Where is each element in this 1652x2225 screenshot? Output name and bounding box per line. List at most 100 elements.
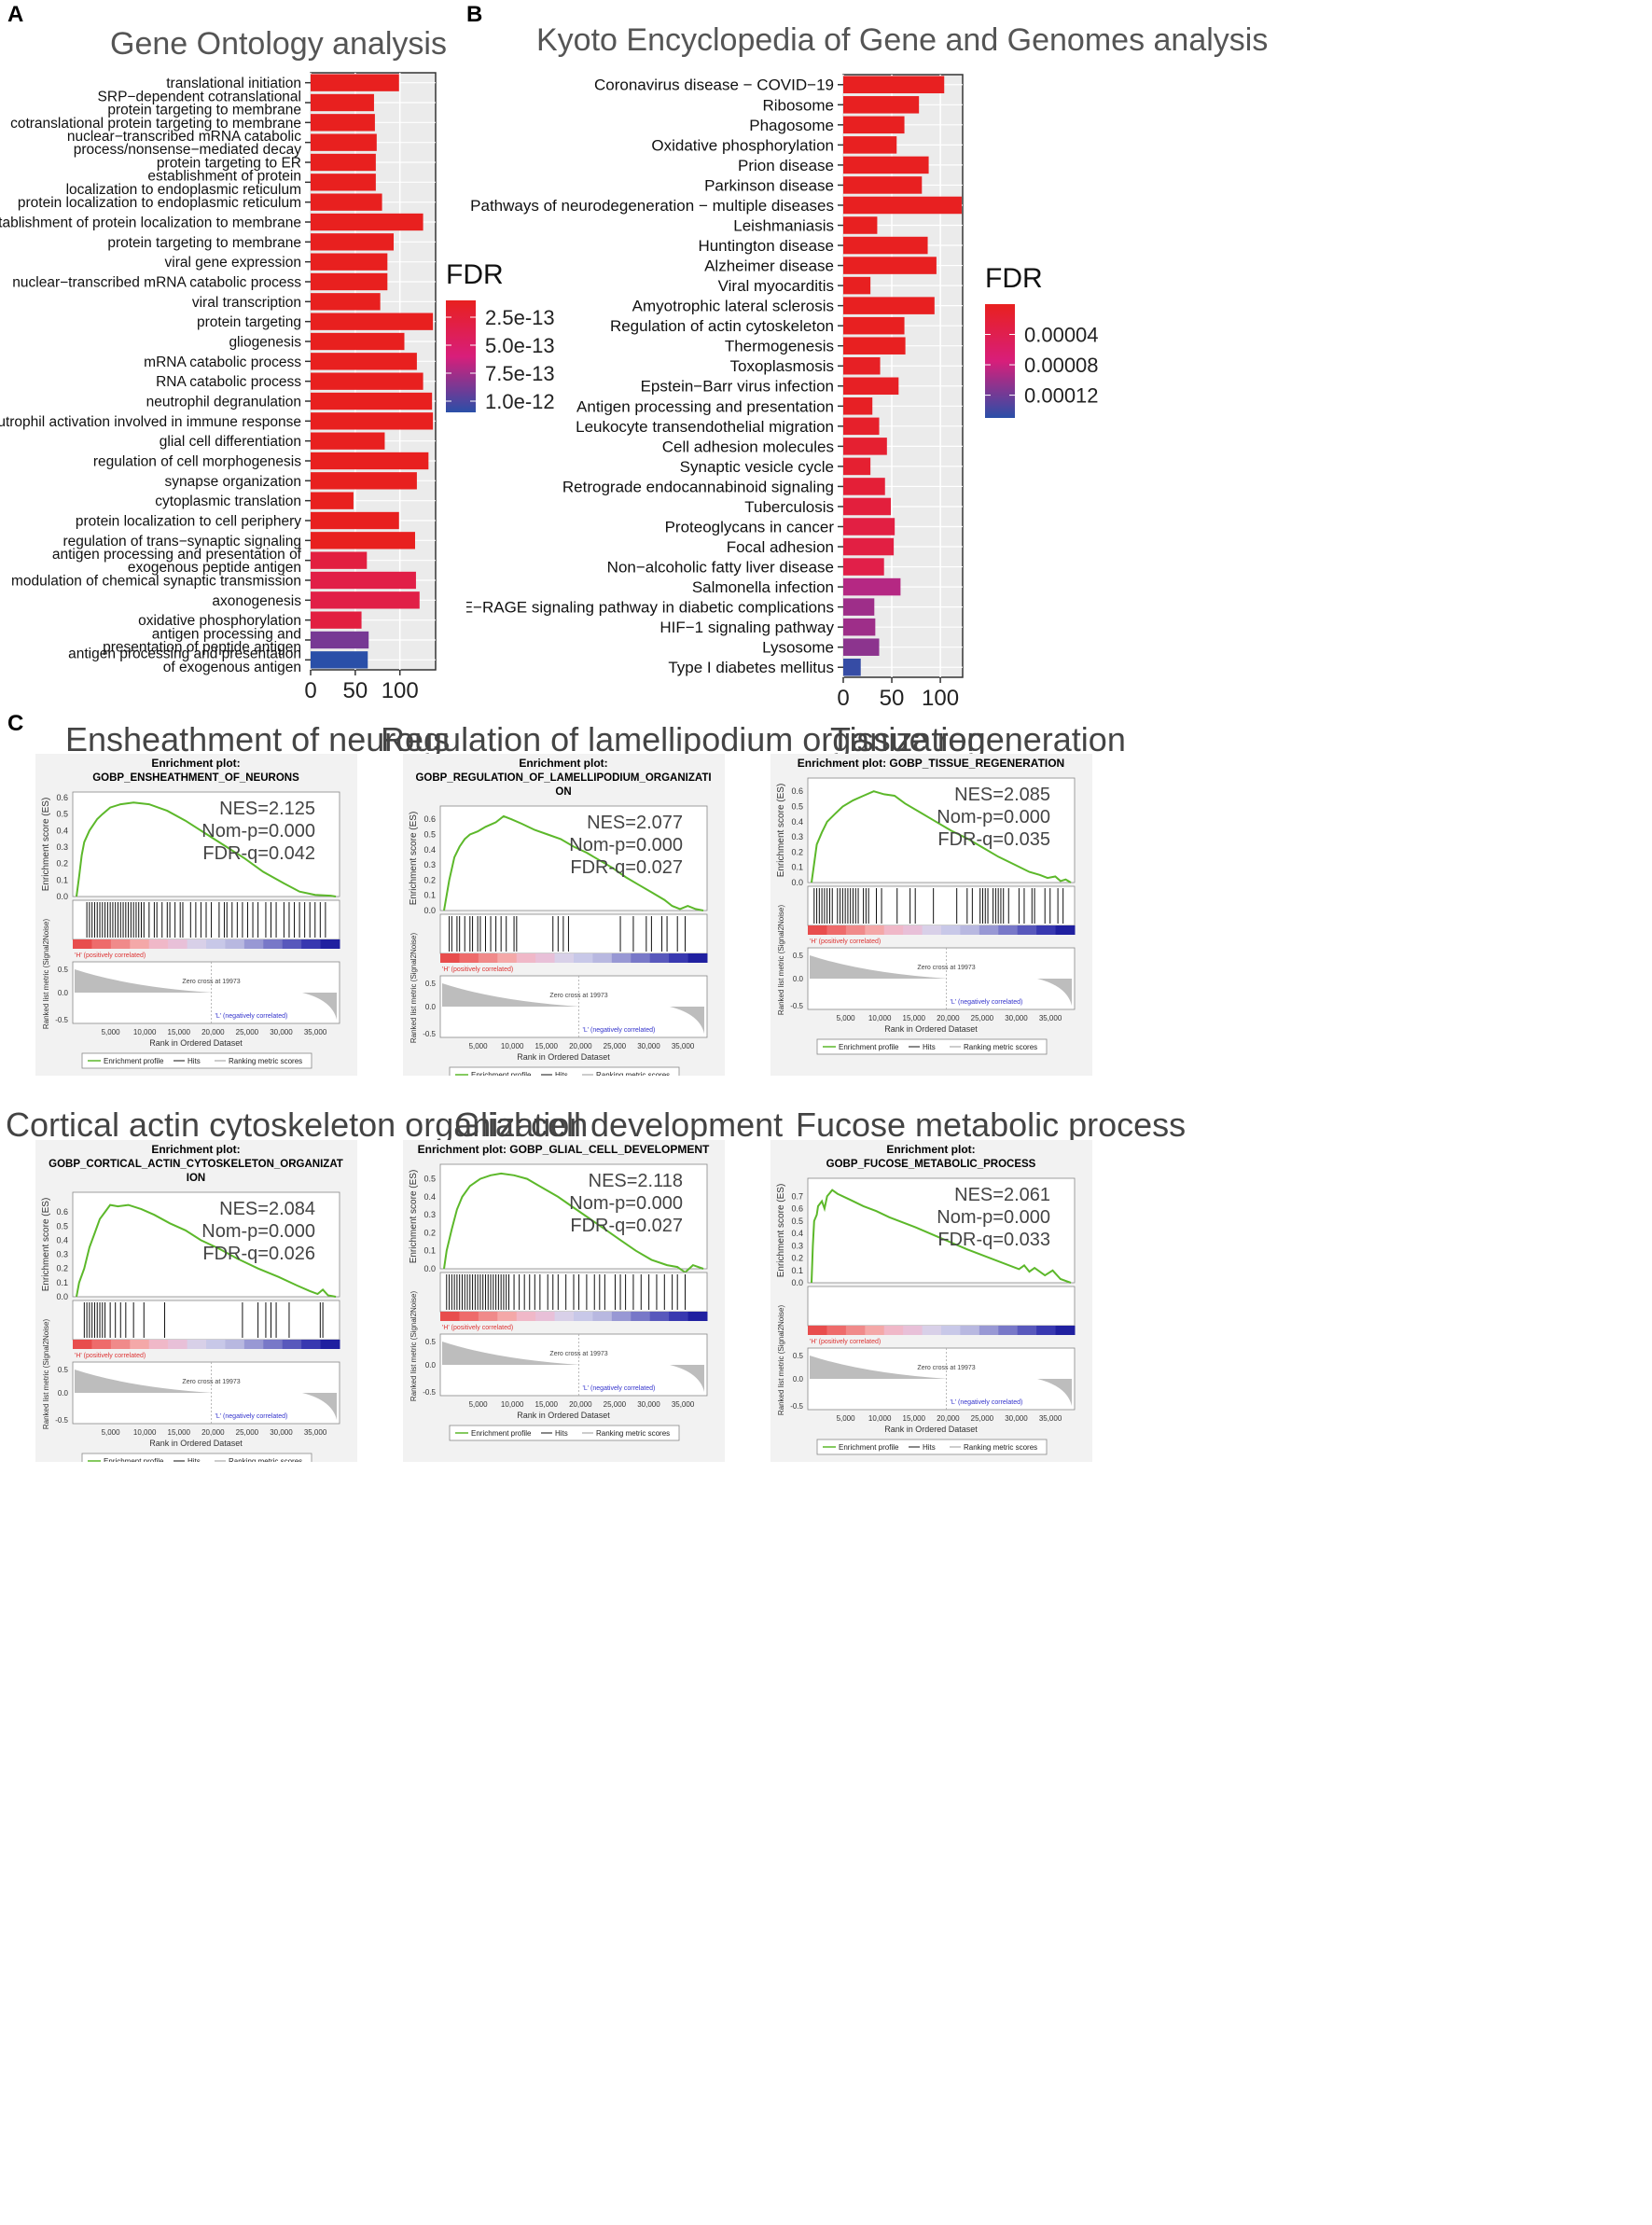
y-tick-label: synapse organization [165,474,302,490]
metric-color-band [960,1326,980,1335]
positive-label: 'H' (positively correlated) [75,1353,146,1359]
y-tick-label: axonogenesis [212,593,301,609]
bar [843,638,880,656]
metric-color-band [110,1340,131,1349]
gsea-content: Enrichment plot: GOBP_GLIAL_CELL_DEVELOP… [409,1143,710,1441]
metric-color-band [459,953,479,963]
nes-value: NES=2.077 [587,813,683,833]
metric-color-band [1036,925,1057,935]
es-tick-label: 0.0 [791,878,803,887]
bar [843,558,884,576]
metric-color-band [941,925,961,935]
y-tick-label: HIF−1 signaling pathway [659,619,834,636]
metric-color-band [808,1326,827,1335]
y-tick-label: protein targeting to ER [157,155,301,171]
fdr-q-value: FDR-q=0.042 [202,843,315,864]
y-tick-label: Salmonella infection [692,578,834,596]
es-axis-label: Enrichment score (ES) [41,798,51,892]
es-tick-label: 0.4 [423,1192,436,1202]
bar [311,353,417,370]
metric-color-band [631,1312,651,1321]
es-tick-label: 0.5 [791,1217,803,1226]
rank-tick-label: 30,000 [270,1428,293,1437]
rank-tick-label: 20,000 [201,1028,225,1036]
enrichment-plot-gene-set: GOBP_REGULATION_OF_LAMELLIPODIUM_ORGANIZ… [415,772,711,784]
positive-label: 'H' (positively correlated) [810,1339,881,1345]
y-tick-label: Antigen processing and presentation [576,397,834,415]
metric-color-band [168,939,188,949]
panel-letter-c: C [7,711,24,736]
bar [311,114,375,132]
metric-color-band [883,1326,904,1335]
legend-hits-label: Hits [923,1043,936,1051]
plot-area: 0 50 100 translational initiationSRP−depend… [0,72,555,700]
y-tick-label: antigen processing and presentation of ex… [52,547,302,576]
es-tick-label: 0.5 [791,801,803,811]
y-tick-label: Cell adhesion molecules [662,438,834,455]
rank-tick-label: 20,000 [569,1400,592,1409]
enrichment-plot-title: Enrichment plot: GOBP_TISSUE_REGENERATIO… [798,757,1064,770]
rank-axis-label: Rank in Ordered Dataset [884,1024,978,1034]
bar [311,253,388,271]
legend-tick-label: 5.0e-13 [485,334,555,357]
rank-tick-label: 25,000 [971,1414,994,1423]
rank-axis-label: Rank in Ordered Dataset [517,1052,610,1062]
metric-color-band [73,939,92,949]
x-tick-label: 0 [304,678,316,700]
y-tick-label: cytoplasmic translation [155,494,301,509]
rank-axis-label: Rank in Ordered Dataset [149,1038,243,1048]
bar [843,356,881,375]
legend-metric-label: Ranking metric scores [596,1071,670,1076]
nom-p-value: Nom-p=0.000 [937,807,1050,827]
metric-color-band [497,953,518,963]
enrichment-plot-title: Enrichment plot: [519,757,607,770]
plot-panel [310,72,437,671]
rank-tick-label: 5,000 [469,1042,489,1050]
y-tick-label: Coronavirus disease − COVID−19 [594,76,834,94]
plot-panel [842,74,964,678]
es-tick-label: 0.0 [56,1292,68,1301]
es-tick-label: 0.3 [423,1210,436,1219]
negative-label: 'L' (negatively correlated) [583,1027,656,1034]
enrichment-curve [811,1189,1072,1284]
y-tick-label: Proteoglycans in cancer [665,518,835,535]
y-tick-label: Leishmaniasis [733,216,834,234]
rank-tick-label: 30,000 [637,1400,660,1409]
es-tick-label: 0.0 [423,1264,436,1273]
enrichment-plot-gene-set-cont: ION [187,1173,205,1184]
nom-p-value: Nom-p=0.000 [937,1207,1050,1228]
bar [311,293,381,311]
metric-color-band [979,1326,999,1335]
metric-color-band [243,939,264,949]
metric-color-band [206,1340,226,1349]
metric-color-band [649,1312,670,1321]
metric-color-band [687,1312,708,1321]
bar [311,153,376,172]
bar [311,551,368,569]
legend-metric-label: Ranking metric scores [964,1443,1037,1452]
bar [311,611,362,629]
y-tick-label: Viral myocarditis [718,277,834,295]
legend-hits-label: Hits [555,1429,568,1438]
gsea-legend-box [81,1453,312,1462]
es-panel [72,791,340,897]
rank-tick-label: 20,000 [937,1014,960,1022]
panel-letter-a: A [7,2,24,27]
bar [311,511,399,530]
rank-tick-label: 10,000 [868,1414,892,1423]
rank-axis-label: Rank in Ordered Dataset [517,1411,610,1420]
x-tick-label: 50 [343,678,368,700]
y-tick-label: Regulation of actin cytoskeleton [610,317,834,335]
y-tick-label: Pathways of neurodegeneration − multiple… [470,197,834,215]
x-tick-label: 100 [922,686,959,709]
bar [311,452,429,470]
metric-tick-label: -0.5 [55,1016,68,1024]
y-tick-label: Lysosome [762,639,834,657]
metric-color-band [320,1340,340,1349]
rank-tick-label: 20,000 [569,1042,592,1050]
hits-panel [807,885,1076,926]
metric-axis-label: Ranked list metric (Signal2Noise) [410,933,418,1044]
gsea-legend-box [816,1038,1048,1055]
metric-axis-label: Ranked list metric (Signal2Noise) [42,919,50,1030]
y-tick-label: protein localization to endoplasmic reti… [18,195,301,211]
